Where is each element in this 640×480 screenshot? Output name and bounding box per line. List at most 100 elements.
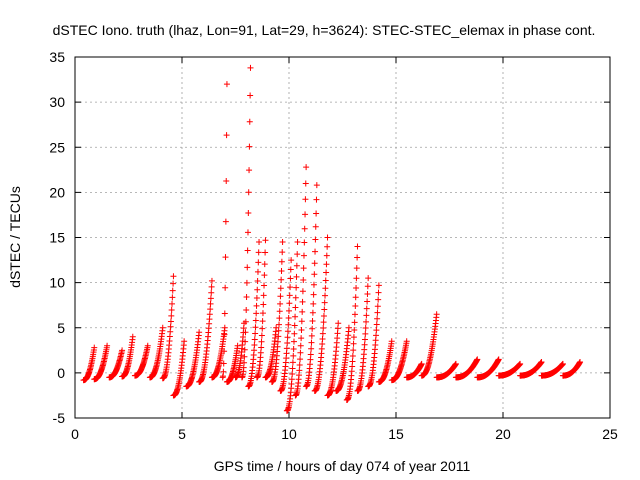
data-point bbox=[313, 196, 320, 203]
y-tick-label: 30 bbox=[49, 94, 65, 110]
data-point bbox=[353, 284, 360, 291]
data-point bbox=[299, 308, 306, 315]
data-point bbox=[321, 306, 328, 313]
data-point bbox=[354, 243, 361, 250]
data-point bbox=[290, 345, 297, 352]
data-point bbox=[242, 329, 249, 336]
data-point bbox=[258, 344, 265, 351]
data-point bbox=[284, 340, 291, 347]
data-point bbox=[319, 341, 326, 348]
data-point bbox=[242, 318, 249, 325]
data-point bbox=[276, 315, 283, 322]
data-point bbox=[363, 318, 370, 325]
data-point bbox=[253, 310, 260, 317]
data-point bbox=[251, 347, 258, 354]
data-point bbox=[278, 258, 285, 265]
x-tick-label: 15 bbox=[388, 426, 404, 442]
data-point bbox=[259, 325, 266, 332]
data-point bbox=[351, 319, 358, 326]
data-point bbox=[254, 268, 261, 275]
data-point bbox=[297, 349, 304, 356]
data-point bbox=[291, 330, 298, 337]
data-point bbox=[292, 304, 299, 311]
data-point bbox=[294, 251, 301, 258]
data-point bbox=[256, 239, 263, 246]
data-point bbox=[223, 132, 230, 139]
data-point bbox=[119, 347, 126, 354]
data-point bbox=[364, 290, 371, 297]
data-point bbox=[322, 292, 329, 299]
data-point bbox=[253, 295, 260, 302]
x-axis-label: GPS time / hours of day 074 of year 2011 bbox=[214, 458, 471, 474]
data-point bbox=[353, 265, 360, 272]
data-point bbox=[221, 331, 228, 338]
data-point bbox=[244, 264, 251, 271]
data-point bbox=[309, 317, 316, 324]
data-point bbox=[244, 247, 251, 254]
data-point bbox=[352, 303, 359, 310]
data-point bbox=[275, 333, 282, 340]
data-point bbox=[308, 339, 315, 346]
data-point bbox=[559, 360, 566, 367]
data-point bbox=[241, 359, 248, 366]
data-point bbox=[261, 261, 268, 268]
data-point bbox=[287, 284, 294, 291]
data-point bbox=[294, 239, 301, 246]
data-point bbox=[208, 289, 215, 296]
data-point bbox=[276, 321, 283, 328]
data-point bbox=[243, 279, 250, 286]
data-point bbox=[170, 280, 177, 287]
data-point bbox=[310, 291, 317, 298]
data-point bbox=[254, 278, 261, 285]
data-point bbox=[375, 289, 382, 296]
data-point bbox=[245, 209, 252, 216]
data-point bbox=[287, 266, 294, 273]
data-point bbox=[168, 307, 175, 314]
data-point bbox=[577, 359, 584, 366]
data-point bbox=[290, 338, 297, 345]
data-point bbox=[313, 210, 320, 217]
data-point bbox=[292, 294, 299, 301]
data-point bbox=[181, 338, 188, 345]
data-point bbox=[252, 317, 259, 324]
data-point bbox=[279, 249, 286, 256]
data-point bbox=[312, 223, 319, 230]
data-point bbox=[335, 320, 342, 327]
data-point bbox=[221, 310, 228, 317]
data-point bbox=[350, 347, 357, 354]
data-point bbox=[319, 330, 326, 337]
data-point bbox=[255, 259, 262, 266]
y-axis-label: dSTEC / TECUs bbox=[7, 186, 23, 288]
data-point bbox=[296, 367, 303, 374]
data-point bbox=[144, 342, 151, 349]
data-point bbox=[361, 336, 368, 343]
data-point bbox=[253, 302, 260, 309]
data-point bbox=[104, 342, 111, 349]
data-point bbox=[283, 350, 290, 357]
data-point bbox=[258, 332, 265, 339]
data-point bbox=[373, 327, 380, 334]
data-point bbox=[307, 351, 314, 358]
data-point bbox=[365, 275, 372, 282]
data-point bbox=[274, 343, 281, 350]
data-point bbox=[246, 167, 253, 174]
data-point bbox=[312, 248, 319, 255]
data-point bbox=[285, 321, 292, 328]
x-tick-label: 25 bbox=[602, 426, 618, 442]
data-point bbox=[288, 257, 295, 264]
data-point bbox=[262, 237, 269, 244]
data-point bbox=[334, 325, 341, 332]
data-point bbox=[251, 336, 258, 343]
data-point bbox=[321, 299, 328, 306]
data-point bbox=[206, 311, 213, 318]
data-point bbox=[241, 346, 248, 353]
data-point bbox=[286, 292, 293, 299]
data-point bbox=[167, 318, 174, 325]
data-point bbox=[259, 318, 266, 325]
data-point bbox=[302, 180, 309, 187]
data-point bbox=[244, 229, 251, 236]
data-point bbox=[291, 322, 298, 329]
data-point bbox=[243, 307, 250, 314]
x-tick-label: 10 bbox=[281, 426, 297, 442]
